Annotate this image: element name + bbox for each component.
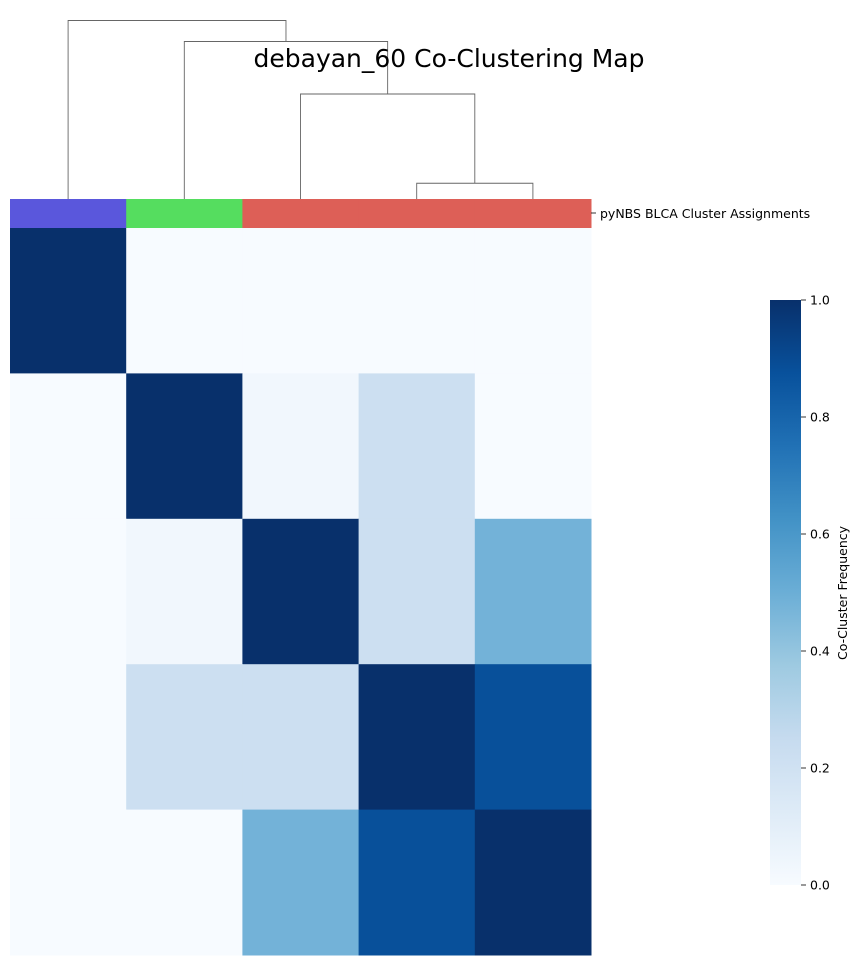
colorbar-tick-label: 0.6 <box>810 527 830 542</box>
cluster-assignment-swatch <box>10 199 127 228</box>
heatmap-cell <box>126 664 243 811</box>
heatmap-cell <box>474 664 592 811</box>
heatmap-cell <box>126 228 243 374</box>
column-dendrogram <box>67 20 534 199</box>
chart-title: debayan_60 Co-Clustering Map <box>254 44 645 73</box>
heatmap-cell <box>10 373 127 520</box>
cluster-assignment-swatch <box>242 199 360 228</box>
cluster-assignment-label: pyNBS BLCA Cluster Assignments <box>600 206 810 221</box>
heatmap-cell <box>242 228 360 374</box>
cluster-assignment-swatch <box>358 199 476 228</box>
heatmap-cell <box>242 664 360 811</box>
heatmap-cell <box>242 373 360 520</box>
colorbar-tick-label: 0.4 <box>810 644 830 659</box>
heatmap-cell <box>358 518 476 665</box>
colorbar-ticks: 0.0 0.2 0.4 0.6 0.8 1.0 <box>801 293 830 893</box>
heatmap-cell <box>10 809 127 956</box>
heatmap-cell <box>126 373 243 520</box>
heatmap-cell <box>358 664 476 811</box>
heatmap-cell <box>358 373 476 520</box>
heatmap-cell <box>358 809 476 956</box>
colorbar-tick-label: 0.0 <box>810 878 830 893</box>
heatmap-cell <box>10 664 127 811</box>
heatmap-cell <box>474 518 592 665</box>
heatmap-cell <box>474 228 592 374</box>
colorbar-tick-label: 0.2 <box>810 761 830 776</box>
heatmap-cell <box>10 228 127 374</box>
heatmap-cell <box>10 518 127 665</box>
heatmap-cell <box>126 518 243 665</box>
heatmap-cell <box>358 228 476 374</box>
colorbar-label: Co-Cluster Frequency <box>835 525 850 660</box>
heatmap-grid <box>10 228 592 956</box>
colorbar-tick-label: 1.0 <box>810 293 830 308</box>
dendrogram-link <box>67 20 287 199</box>
heatmap-cell <box>126 809 243 956</box>
heatmap-cell <box>242 809 360 956</box>
cluster-assignment-strip <box>10 199 592 228</box>
colorbar-tick-label: 0.8 <box>810 410 830 425</box>
heatmap-cell <box>474 809 592 956</box>
cluster-assignment-swatch <box>126 199 243 228</box>
colorbar <box>770 300 801 885</box>
heatmap-cell <box>242 518 360 665</box>
cluster-assignment-swatch <box>474 199 592 228</box>
heatmap-cell <box>474 373 592 520</box>
dendrogram-link <box>416 182 534 199</box>
